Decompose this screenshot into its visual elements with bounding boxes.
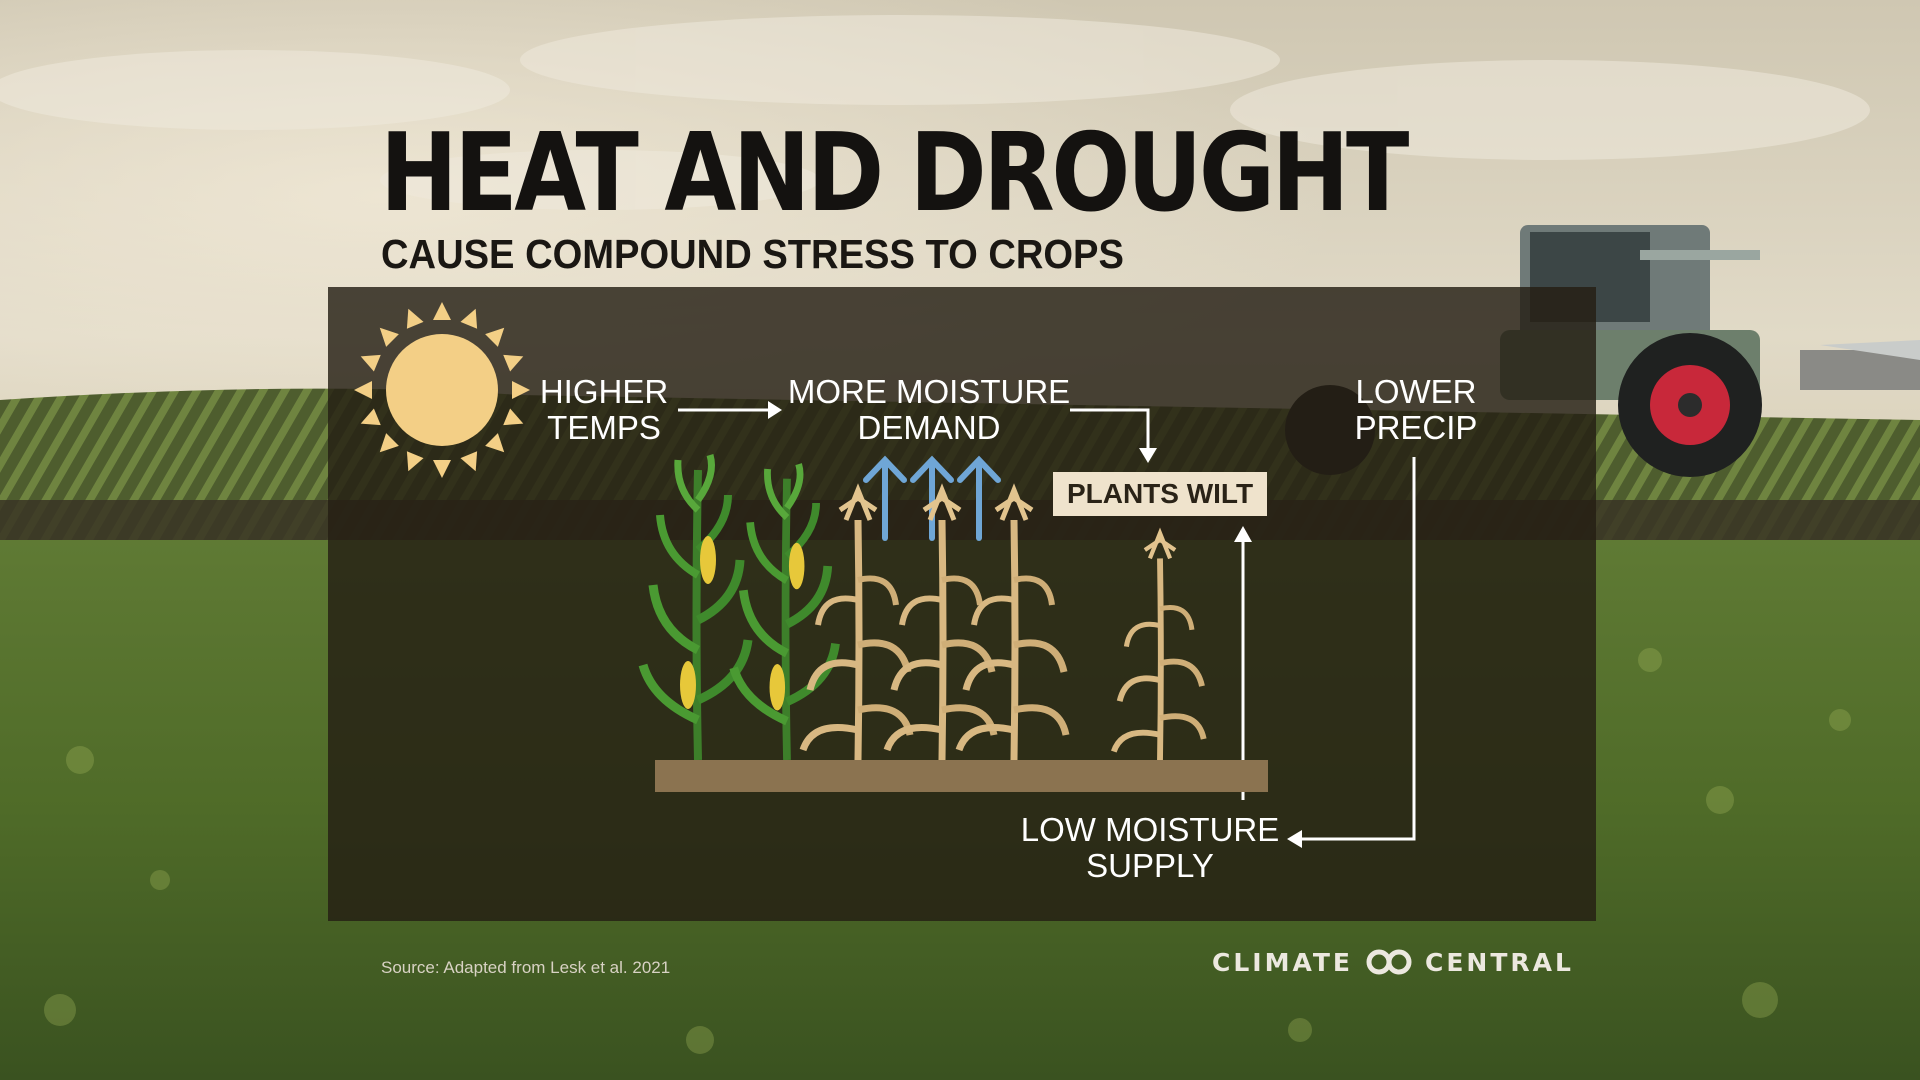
page-title: HEAT AND DROUGHT (380, 111, 1409, 236)
page-subtitle: CAUSE COMPOUND STRESS TO CROPS (381, 231, 1124, 277)
source-credit: Source: Adapted from Lesk et al. 2021 (381, 958, 671, 977)
low-moisture-supply-label: LOW MOISTURE SUPPLY (1020, 811, 1280, 884)
more-moisture-demand-label: MORE MOISTURE DEMAND (787, 373, 1071, 446)
lower-precip-label: LOWER PRECIP (1354, 373, 1478, 446)
corn-plant-icon (959, 490, 1066, 760)
clouds (0, 15, 1870, 210)
plants-wilt-label: PLANTS WILT (1053, 472, 1267, 516)
arrow-icon (678, 401, 782, 419)
corn-plant-icon (643, 455, 748, 760)
higher-temps-label: HIGHER TEMPS (539, 373, 669, 446)
arrow-up-icon (910, 455, 954, 541)
soil-bar (655, 760, 1268, 792)
sun-icon (354, 302, 530, 478)
arrow-icon (1234, 526, 1252, 800)
evaporation-arrows (863, 455, 1001, 541)
climate-central-logo: CLIMATE CENTRAL (1212, 945, 1574, 979)
climate-central-logo-icon (1366, 949, 1412, 975)
arrow-icon (1070, 408, 1157, 463)
grass-bokeh (44, 648, 1851, 1054)
corn-plant-icon (803, 490, 910, 760)
diagram-panel (328, 287, 1596, 921)
arrow-icon (1287, 457, 1416, 848)
brand-left-text: CLIMATE (1212, 947, 1353, 977)
corn-plant-icon (1114, 533, 1204, 760)
brand-right-text: CENTRAL (1425, 947, 1574, 977)
arrow-up-icon (863, 455, 907, 541)
arrow-up-icon (957, 455, 1001, 541)
